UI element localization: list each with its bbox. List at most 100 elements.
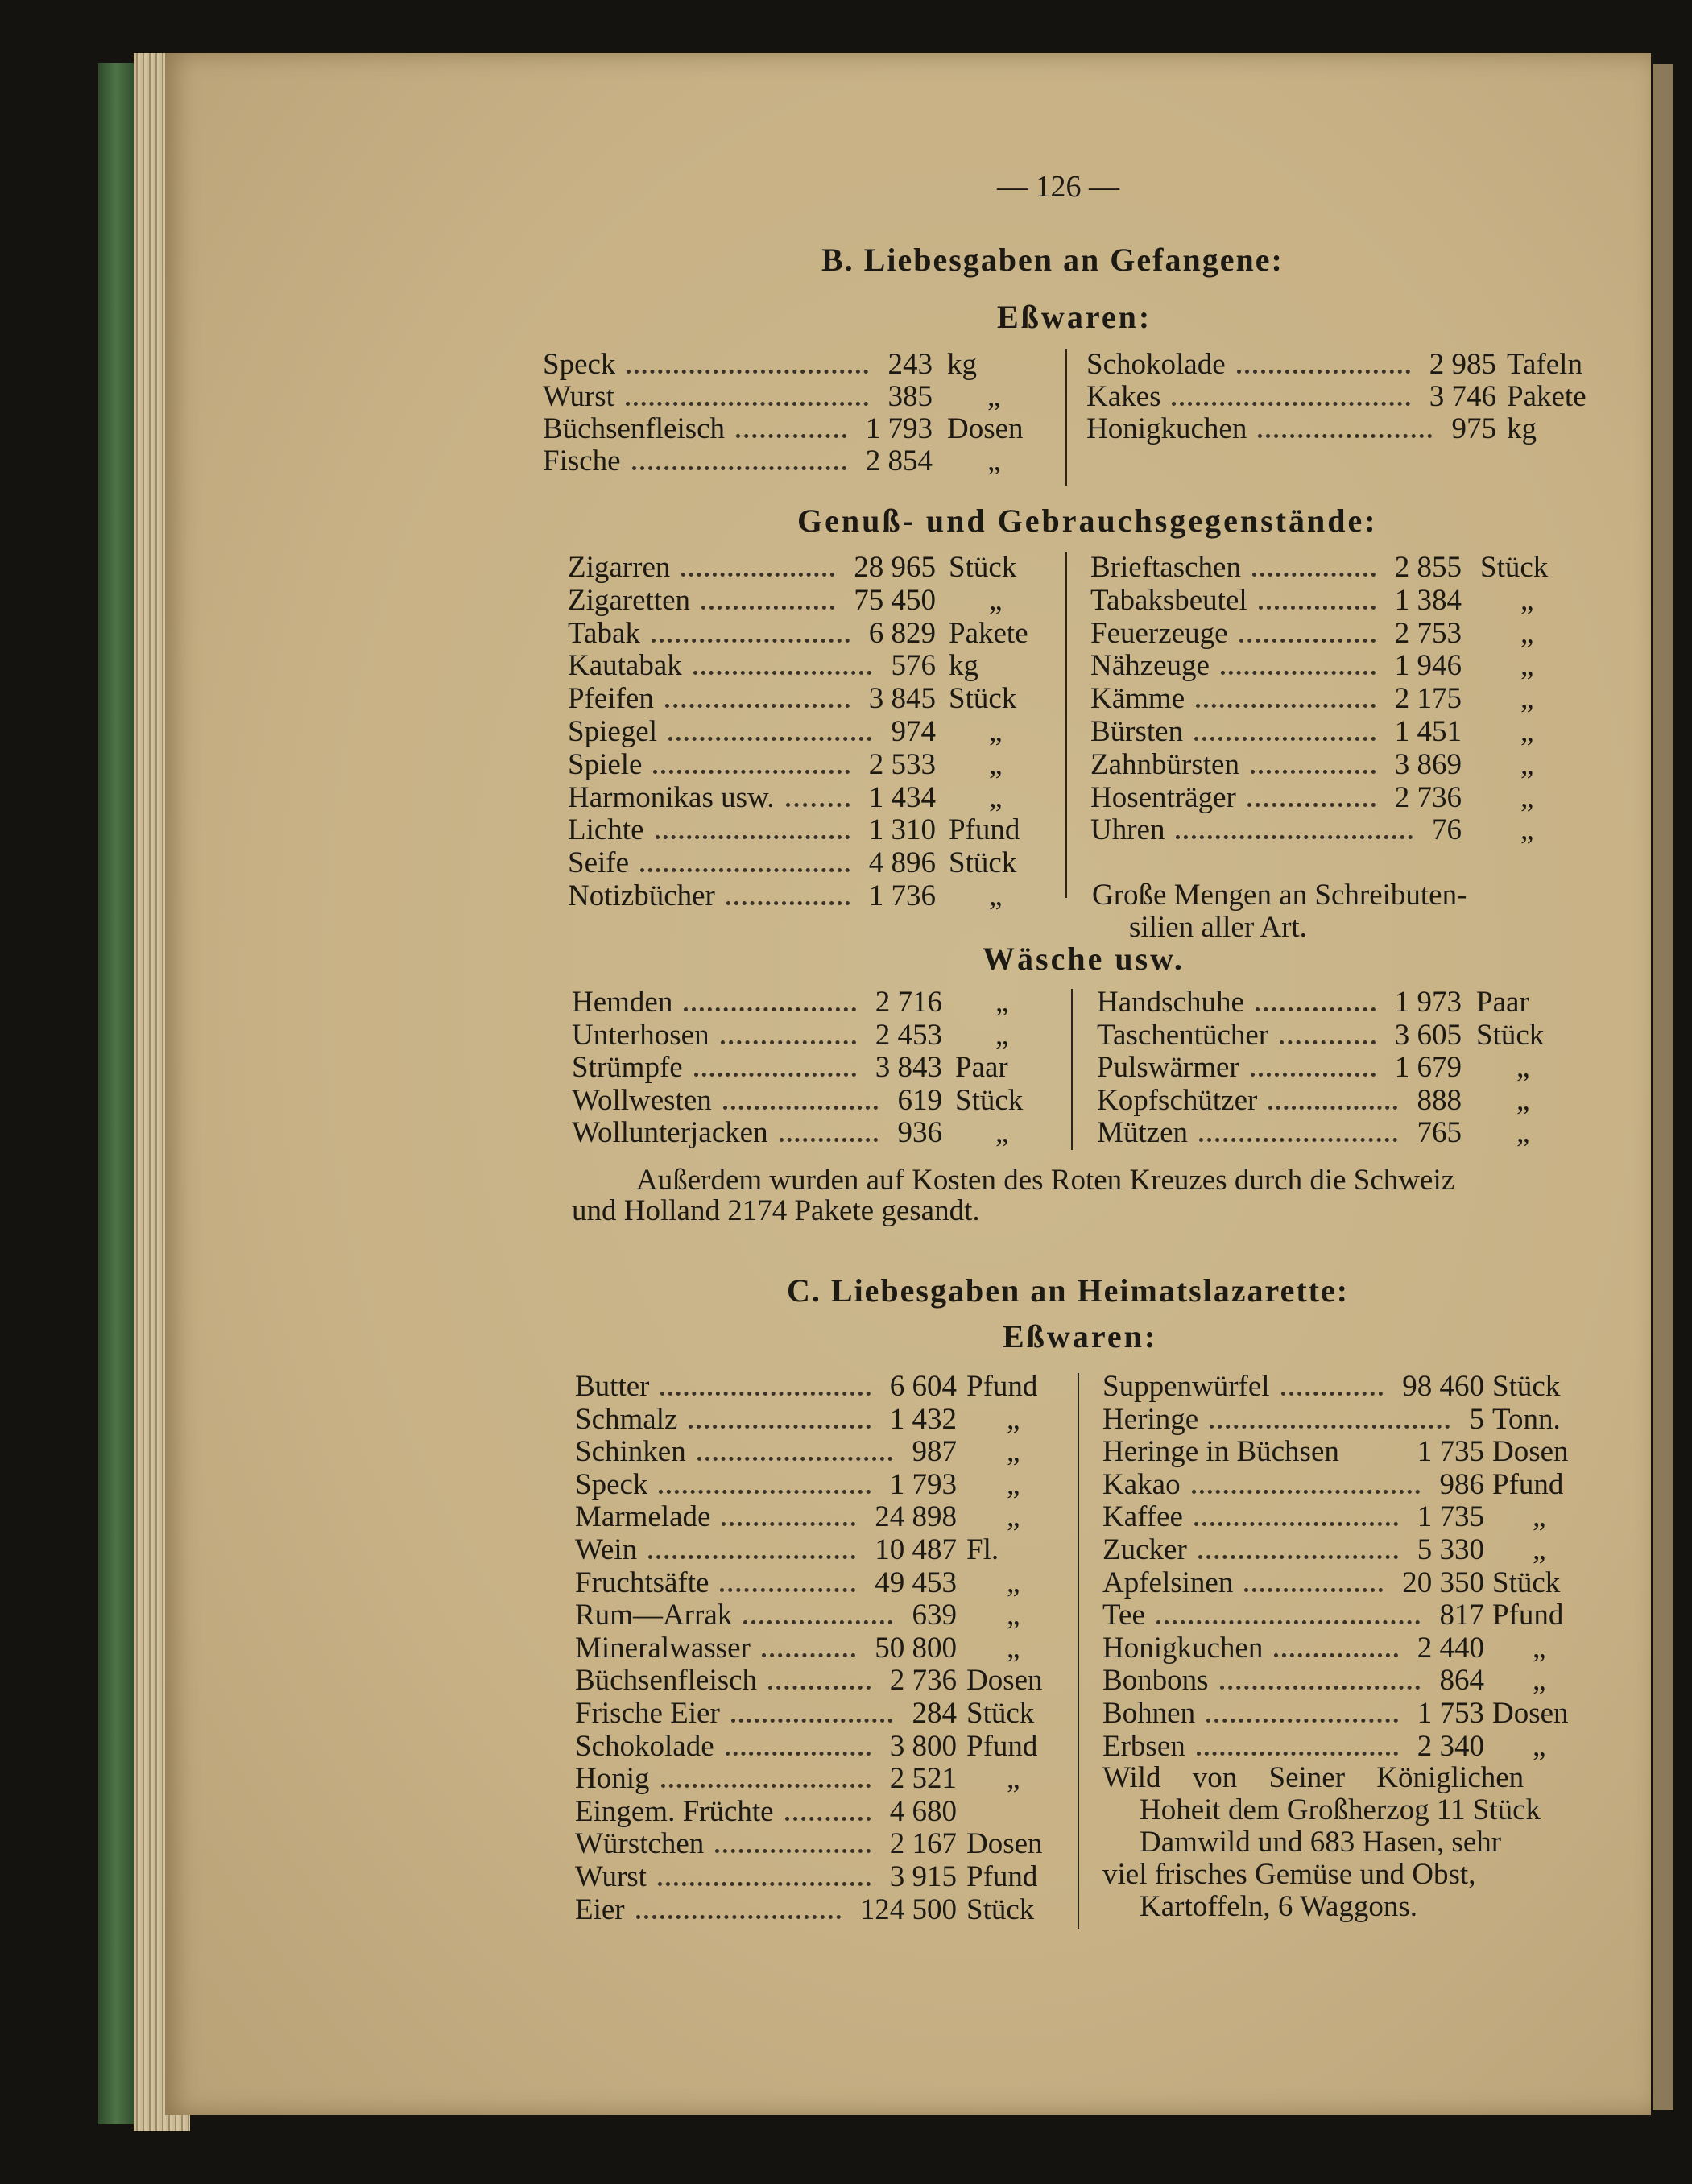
item-name: Kaffee xyxy=(1102,1501,1183,1534)
dot-leader xyxy=(701,605,834,610)
item-name: Kakao xyxy=(1102,1468,1181,1501)
item-name: Seife xyxy=(568,847,630,880)
item-quantity: 974 xyxy=(891,715,937,748)
item-name: Strümpfe xyxy=(572,1052,683,1084)
item-name: Zucker xyxy=(1102,1534,1187,1566)
item-unit: Pfund xyxy=(966,1370,1038,1403)
item-name: Notizbücher xyxy=(568,880,715,912)
item-unit: Tafeln xyxy=(1507,348,1582,381)
item-unit: „ xyxy=(1533,1500,1546,1534)
item-name: Wein xyxy=(575,1534,638,1566)
item-quantity: 2 533 xyxy=(868,747,936,781)
item-unit: Stück xyxy=(1480,551,1549,584)
column-divider xyxy=(1078,1373,1079,1929)
item-name: Büchsenfleisch xyxy=(543,413,726,445)
item-unit: „ xyxy=(1007,1500,1020,1534)
dot-leader xyxy=(648,1555,855,1559)
dot-leader xyxy=(658,1882,871,1886)
item-unit: „ xyxy=(987,445,1001,478)
section-b-paragraph-line-1: Außerdem wurden auf Kosten des Roten Kre… xyxy=(636,1164,1455,1197)
item-unit: Dosen xyxy=(966,1827,1043,1861)
item-quantity: 243 xyxy=(887,348,933,381)
note-line: silien aller Art. xyxy=(1129,911,1307,944)
item-name: Tee xyxy=(1102,1599,1145,1632)
item-name: Bürsten xyxy=(1090,716,1184,748)
dot-leader xyxy=(1194,737,1376,741)
item-quantity: 619 xyxy=(897,1083,943,1117)
item-unit: kg xyxy=(1507,412,1537,445)
section-b-food-heading: Eßwaren: xyxy=(997,299,1152,335)
item-name: Eier xyxy=(575,1893,625,1926)
item-unit: „ xyxy=(989,879,1003,912)
item-unit: Pfund xyxy=(966,1729,1038,1763)
item-name: Spiegel xyxy=(568,716,657,748)
item-name: Butter xyxy=(575,1371,650,1403)
item-unit: „ xyxy=(995,986,1009,1019)
section-c-heading: C. Liebesgaben an Heimatslazarette: xyxy=(787,1272,1350,1309)
item-unit: „ xyxy=(1520,649,1534,683)
item-quantity: 3 746 xyxy=(1429,380,1496,413)
item-name: Pfeifen xyxy=(568,683,654,716)
item-name: Schmalz xyxy=(575,1403,678,1436)
item-unit: Dosen xyxy=(947,412,1024,445)
dot-leader xyxy=(1220,1686,1420,1690)
item-unit: Stück xyxy=(1492,1566,1561,1599)
dot-leader xyxy=(1197,1751,1398,1756)
item-name: Hemden xyxy=(572,987,673,1019)
column-divider xyxy=(1065,349,1067,486)
item-name: Heringe in Büchsen xyxy=(1102,1436,1339,1469)
item-quantity: 765 xyxy=(1417,1116,1462,1149)
item-unit: Dosen xyxy=(966,1664,1043,1698)
item-quantity: 3 843 xyxy=(875,1051,942,1084)
goods-note: Große Mengen an Schreibuten- silien alle… xyxy=(1092,879,1467,944)
page-number: — 126 — xyxy=(997,170,1119,204)
item-quantity: 987 xyxy=(912,1435,958,1469)
item-unit: Pakete xyxy=(1507,380,1587,413)
item-name: Erbsen xyxy=(1102,1730,1185,1763)
dot-leader xyxy=(681,573,834,577)
item-unit: „ xyxy=(1516,1116,1530,1149)
dot-leader xyxy=(665,704,850,709)
dot-leader xyxy=(1196,704,1376,709)
dot-leader xyxy=(1274,1652,1398,1657)
dot-leader xyxy=(736,434,846,438)
item-quantity: 3 869 xyxy=(1394,747,1462,781)
item-quantity: 124 500 xyxy=(859,1892,957,1926)
dot-leader xyxy=(653,769,850,774)
dot-leader xyxy=(652,638,850,643)
item-quantity: 2 716 xyxy=(875,986,942,1019)
dot-leader xyxy=(1280,1040,1376,1044)
dot-leader xyxy=(726,901,850,905)
item-name: Nähzeuge xyxy=(1090,650,1210,683)
game-donation-note: Wild von Seiner Königlichen Hoheit dem G… xyxy=(1102,1762,1541,1923)
dot-leader xyxy=(636,1914,841,1919)
item-name: Handschuhe xyxy=(1097,987,1244,1019)
note-line: Hoheit dem Großherzog 11 Stück xyxy=(1140,1793,1541,1826)
item-unit: Stück xyxy=(966,1697,1035,1730)
item-quantity: 1 736 xyxy=(868,879,936,912)
item-quantity: 6 604 xyxy=(889,1370,957,1403)
dot-leader xyxy=(1252,573,1376,577)
section-b-goods-heading: Genuß- und Gebrauchsgegenstände: xyxy=(797,503,1378,539)
item-quantity: 5 330 xyxy=(1417,1533,1484,1566)
item-quantity: 24 898 xyxy=(875,1500,957,1534)
item-unit: „ xyxy=(1007,1435,1020,1469)
dot-leader xyxy=(785,1816,871,1821)
item-quantity: 20 350 xyxy=(1402,1566,1484,1599)
item-name: Wurst xyxy=(575,1861,647,1893)
dot-leader xyxy=(632,466,846,470)
item-quantity: 3 800 xyxy=(889,1729,957,1763)
dot-leader xyxy=(1256,1007,1376,1011)
item-quantity: 1 384 xyxy=(1394,583,1462,617)
item-unit: Stück xyxy=(949,846,1017,880)
item-name: Schinken xyxy=(575,1436,686,1469)
item-quantity: 6 829 xyxy=(868,616,936,650)
item-name: Uhren xyxy=(1090,814,1165,847)
item-unit: „ xyxy=(1520,747,1534,781)
item-quantity: 1 434 xyxy=(868,780,936,814)
dot-leader xyxy=(1268,1105,1397,1110)
item-quantity: 76 xyxy=(1432,813,1462,847)
item-name: Kakes xyxy=(1086,381,1161,413)
item-name: Apfelsinen xyxy=(1102,1566,1234,1599)
item-quantity: 5 xyxy=(1469,1402,1485,1436)
